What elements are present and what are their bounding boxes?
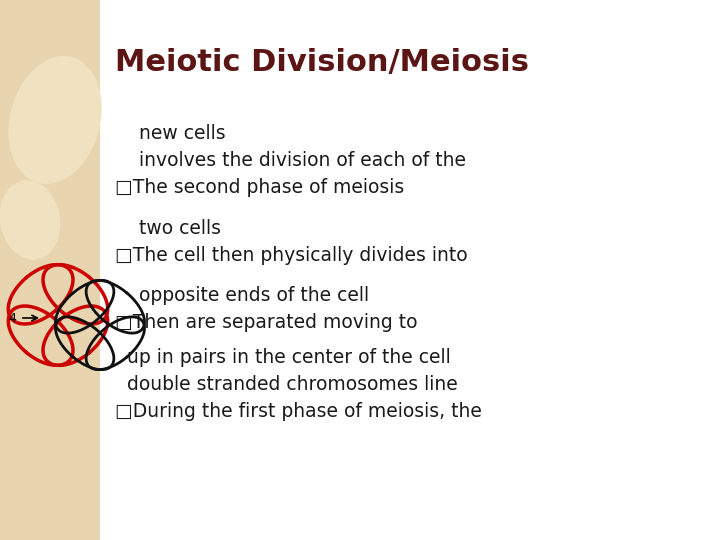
Text: 4: 4 [8, 312, 16, 325]
Text: Meiotic Division/Meiosis: Meiotic Division/Meiosis [115, 48, 529, 77]
Text: opposite ends of the cell: opposite ends of the cell [115, 286, 369, 305]
Text: involves the division of each of the: involves the division of each of the [115, 151, 466, 170]
Text: □The second phase of meiosis: □The second phase of meiosis [115, 178, 404, 197]
Ellipse shape [9, 56, 102, 184]
Text: □The cell then physically divides into: □The cell then physically divides into [115, 246, 467, 265]
Text: □Then are separated moving to: □Then are separated moving to [115, 313, 418, 332]
Bar [0, 0, 100, 540]
Text: □During the first phase of meiosis, the: □During the first phase of meiosis, the [115, 402, 482, 421]
Text: double stranded chromosomes line: double stranded chromosomes line [115, 375, 458, 394]
Text: up in pairs in the center of the cell: up in pairs in the center of the cell [115, 348, 451, 367]
Text: new cells: new cells [115, 124, 225, 143]
Text: two cells: two cells [115, 219, 221, 238]
Ellipse shape [0, 180, 60, 260]
